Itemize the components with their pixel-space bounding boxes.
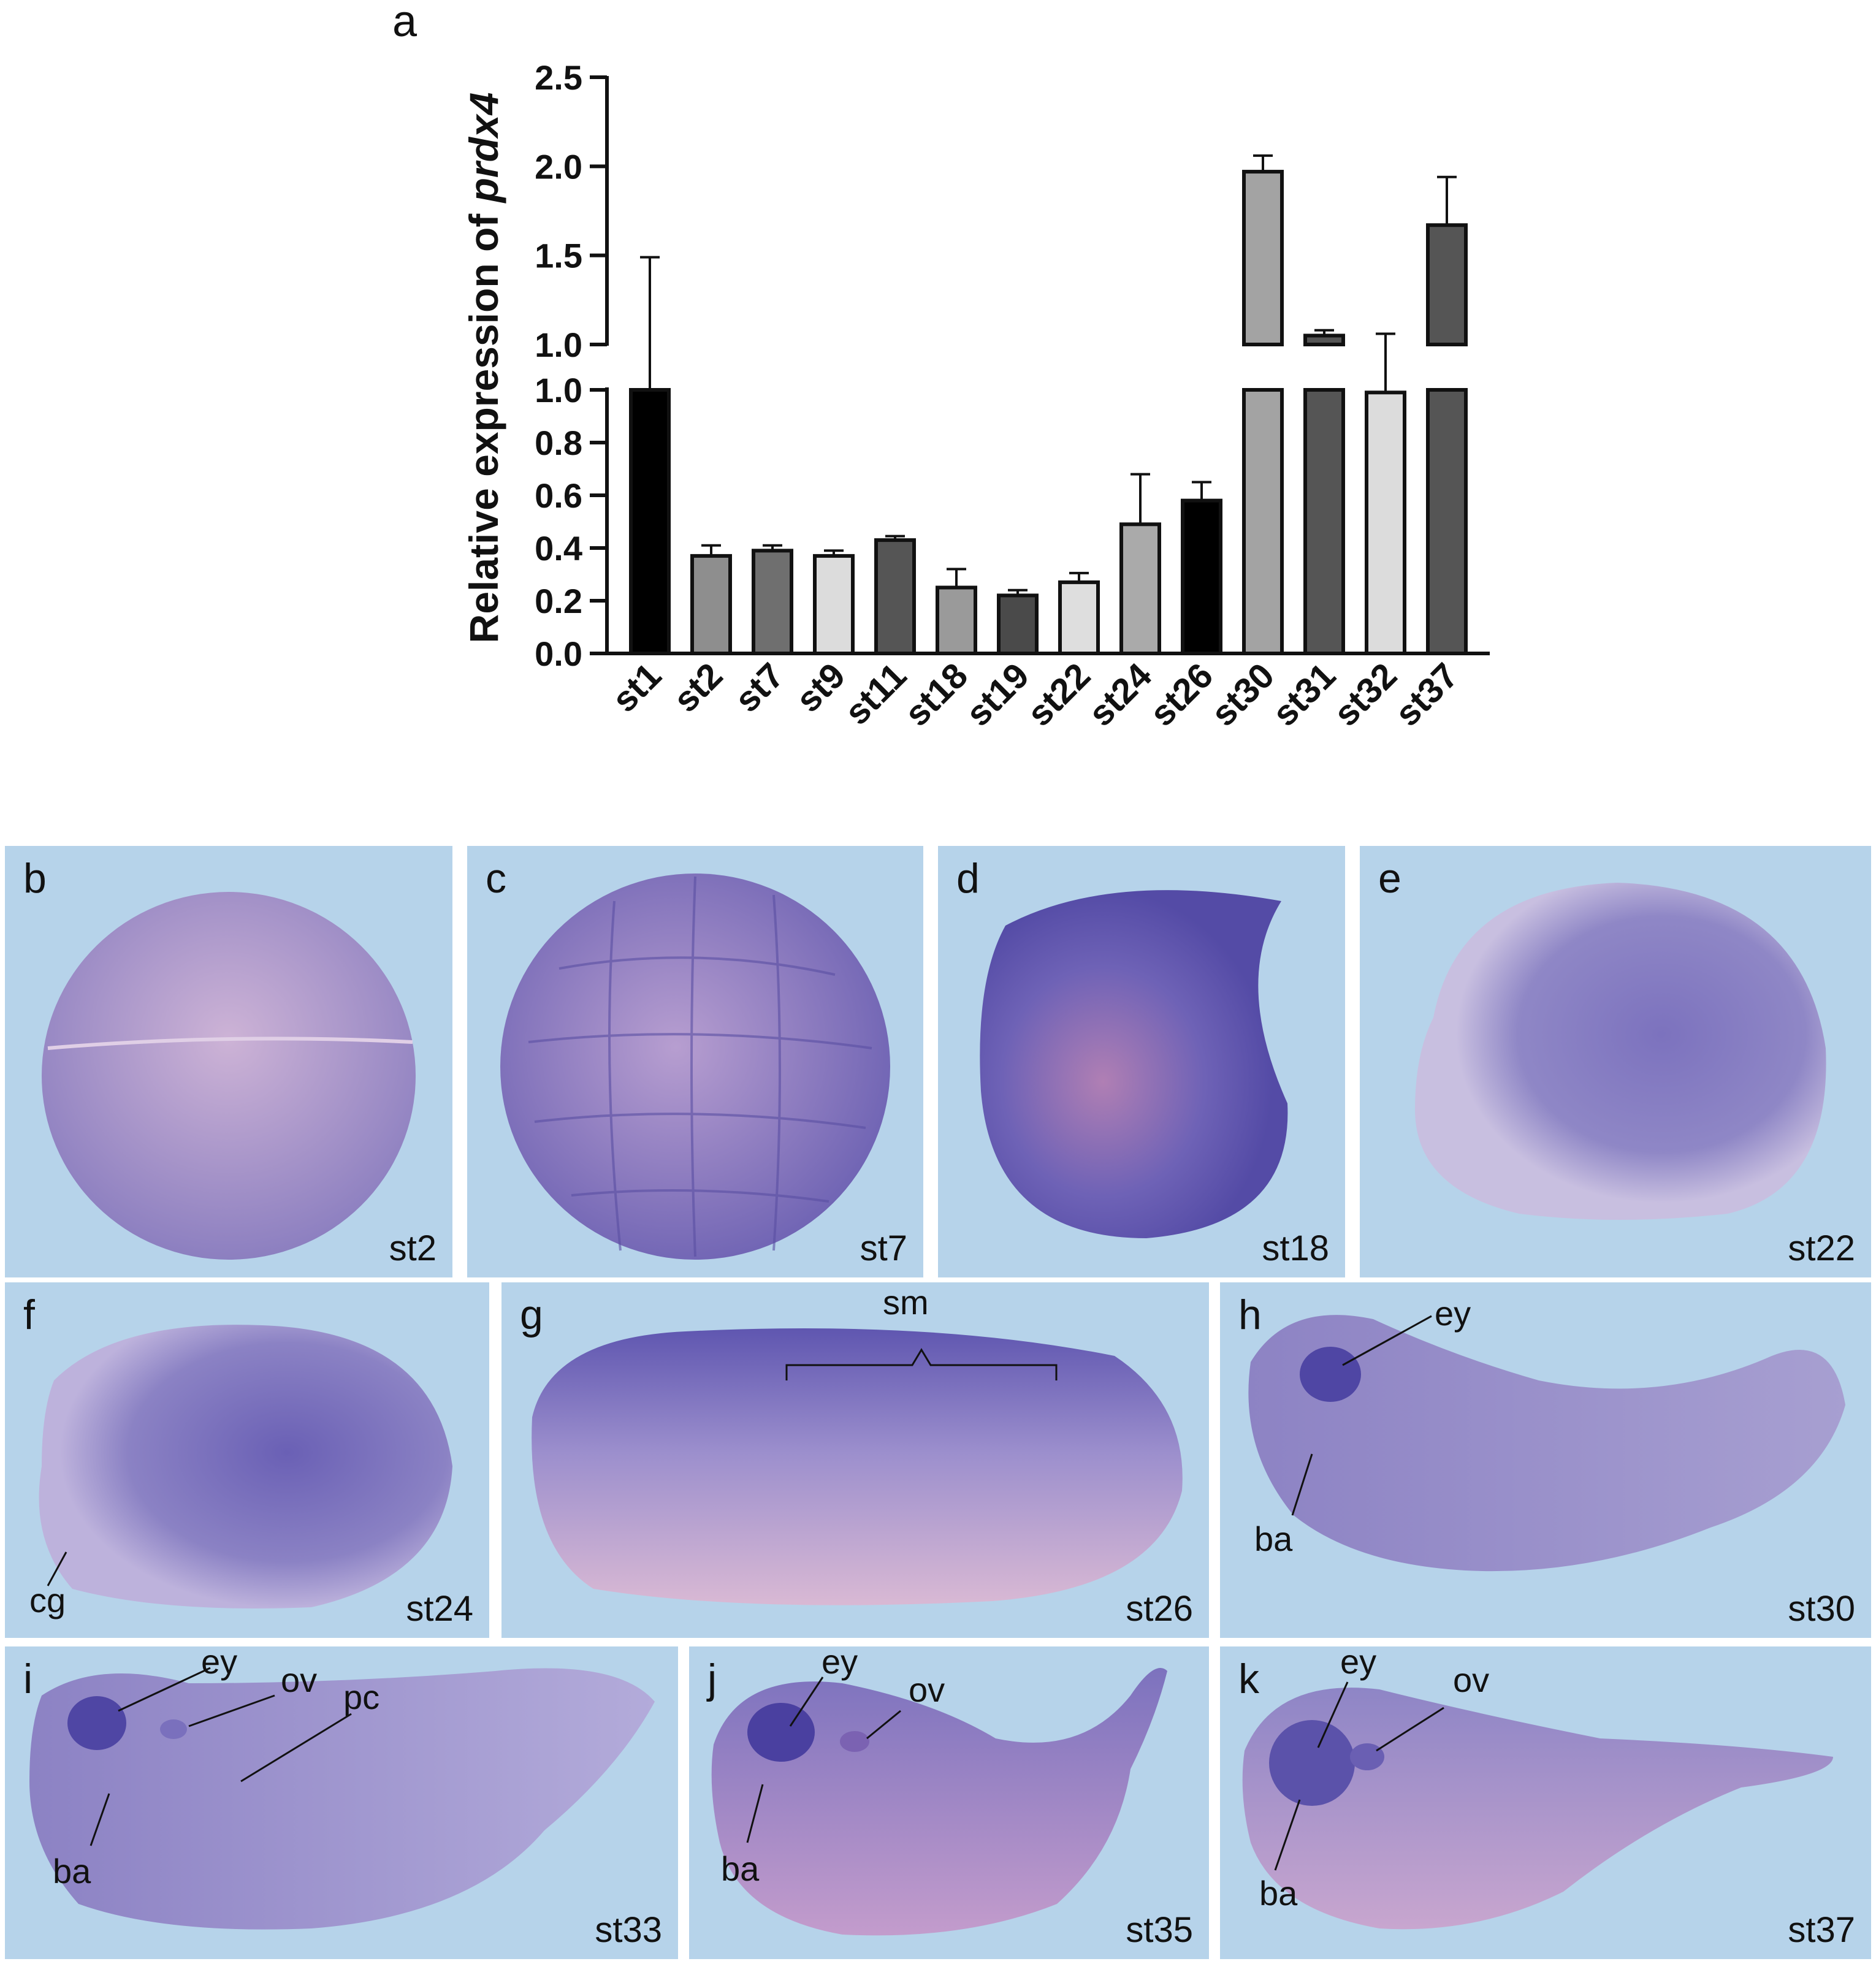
annotation-cg: cg <box>29 1581 66 1620</box>
stage-label: st33 <box>595 1910 662 1950</box>
panel-letter: g <box>520 1292 543 1338</box>
bar-st19 <box>997 593 1039 656</box>
bar-st18 <box>936 585 977 655</box>
annotation-ba: ba <box>1259 1874 1298 1913</box>
stage-label: st24 <box>406 1589 473 1629</box>
bar-upper-st31 <box>1303 333 1345 347</box>
annotation-ey: ey <box>201 1646 238 1681</box>
annotation-ov: ov <box>1453 1661 1490 1699</box>
panel-letter: d <box>956 855 980 902</box>
bar-st7 <box>752 549 793 655</box>
annotation-ov: ov <box>281 1661 318 1699</box>
stage-label: st30 <box>1788 1589 1855 1629</box>
embryo-panel-g: g sm st26 <box>501 1282 1209 1638</box>
stage-label: st22 <box>1788 1228 1855 1268</box>
stage-label: st2 <box>389 1228 437 1268</box>
y-tick-label-upper: 2.5 <box>535 58 582 97</box>
x-tick-label-st26: st26 <box>1142 655 1221 734</box>
y-tick-label-lower: 0.6 <box>535 476 582 515</box>
y-tick-label-lower: 0.8 <box>535 424 582 462</box>
embryo-image-st18 <box>980 890 1288 1238</box>
embryo-image-st33 <box>29 1667 655 1930</box>
panel-letter: f <box>23 1292 35 1338</box>
embryo-image-st7 <box>500 874 890 1260</box>
bar-st9 <box>813 554 855 656</box>
annotation-ba: ba <box>1254 1520 1293 1558</box>
x-tick-label-st19: st19 <box>958 655 1037 734</box>
annotation-ba: ba <box>53 1852 91 1890</box>
y-tick-label-upper: 1.5 <box>535 237 582 275</box>
embryo-panel-f: f cg st24 <box>5 1282 489 1638</box>
x-tick-label-st2: st2 <box>666 655 730 720</box>
embryo-panel-k: k ey ov ba st37 <box>1220 1646 1871 1959</box>
embryo-image-st30 <box>1248 1315 1845 1572</box>
panel-letter: e <box>1378 855 1401 902</box>
embryo-panel-d: d st18 <box>938 846 1345 1277</box>
embryo-image-st26 <box>532 1328 1183 1605</box>
bar-upper-st37 <box>1426 223 1468 346</box>
bar-st32 <box>1365 390 1406 655</box>
embryo-image-st24 <box>39 1325 453 1608</box>
stage-label: st37 <box>1788 1910 1855 1950</box>
panel-letter: b <box>23 855 47 902</box>
bar-st37 <box>1426 388 1468 655</box>
bar-st1 <box>629 388 671 655</box>
x-tick-label-st32: st32 <box>1326 655 1405 734</box>
y-tick-label-lower: 1.0 <box>535 371 582 409</box>
embryo-panel-b: b st2 <box>5 846 452 1277</box>
annotation-ey: ey <box>1340 1646 1377 1681</box>
embryo-image-st35 <box>711 1668 1167 1936</box>
embryo-panel-e: e st22 <box>1360 846 1871 1277</box>
embryo-image-st37 <box>1242 1681 1833 1930</box>
annotation-ey: ey <box>822 1646 858 1681</box>
y-tick-label-lower: 0.0 <box>535 634 582 673</box>
panel-letter-a: a <box>392 0 418 46</box>
bar-st11 <box>874 538 916 655</box>
panel-letter: k <box>1238 1656 1259 1702</box>
x-tick-label-st30: st30 <box>1203 655 1282 734</box>
bar-st24 <box>1119 522 1161 655</box>
bar-st26 <box>1181 498 1222 655</box>
embryo-panel-h: h ey ba st30 <box>1220 1282 1871 1638</box>
embryo-image-st2 <box>42 892 416 1260</box>
x-tick-label-st37: st37 <box>1387 655 1466 734</box>
panel-letter: i <box>23 1656 33 1702</box>
annotation-ov: ov <box>909 1670 945 1709</box>
y-tick-label-upper: 1.0 <box>535 325 582 364</box>
embryo-panel-c: c st7 <box>467 846 923 1277</box>
x-tick-label-st11: st11 <box>837 655 914 733</box>
y-tick-label-upper: 2.0 <box>535 147 582 186</box>
expression-bar-chart: 0.0 0.2 0.4 0.6 0.8 1.0 1.0 1.5 2.0 2.5 Relative e… <box>461 58 1490 734</box>
embryo-panel-i: i ey ov pc ba st33 <box>5 1646 678 1959</box>
bar-st2 <box>690 554 732 656</box>
stage-label: st18 <box>1262 1228 1329 1268</box>
y-tick-label-lower: 0.4 <box>535 529 582 568</box>
x-tick-label-st31: st31 <box>1265 655 1343 734</box>
x-tick-label-st7: st7 <box>727 655 791 720</box>
x-tick-label-st1: st1 <box>604 655 669 720</box>
bar-st22 <box>1058 580 1100 656</box>
annotation-sm: sm <box>883 1283 929 1322</box>
bar-upper-st30 <box>1242 170 1284 346</box>
y-tick-label-lower: 0.2 <box>535 582 582 620</box>
stage-label: st7 <box>860 1228 907 1268</box>
annotation-ba: ba <box>721 1849 760 1888</box>
embryo-image-st22 <box>1415 883 1826 1220</box>
panel-letter: c <box>486 855 506 902</box>
embryo-panel-j: j ey ov ba st35 <box>689 1646 1209 1959</box>
bar-st30 <box>1242 388 1284 655</box>
x-tick-label-st24: st24 <box>1081 655 1159 734</box>
stage-label: st26 <box>1126 1589 1193 1629</box>
panel-letter: h <box>1238 1292 1262 1338</box>
panel-letter: j <box>707 1656 717 1702</box>
y-axis-label: Relative expression of prdx4 <box>461 93 506 644</box>
annotation-ey: ey <box>1435 1294 1471 1333</box>
bar-st31 <box>1303 388 1345 655</box>
annotation-pc: pc <box>343 1678 380 1716</box>
x-tick-label-st22: st22 <box>1020 655 1098 734</box>
x-tick-label-st18: st18 <box>897 655 975 734</box>
stage-label: st35 <box>1126 1910 1193 1950</box>
